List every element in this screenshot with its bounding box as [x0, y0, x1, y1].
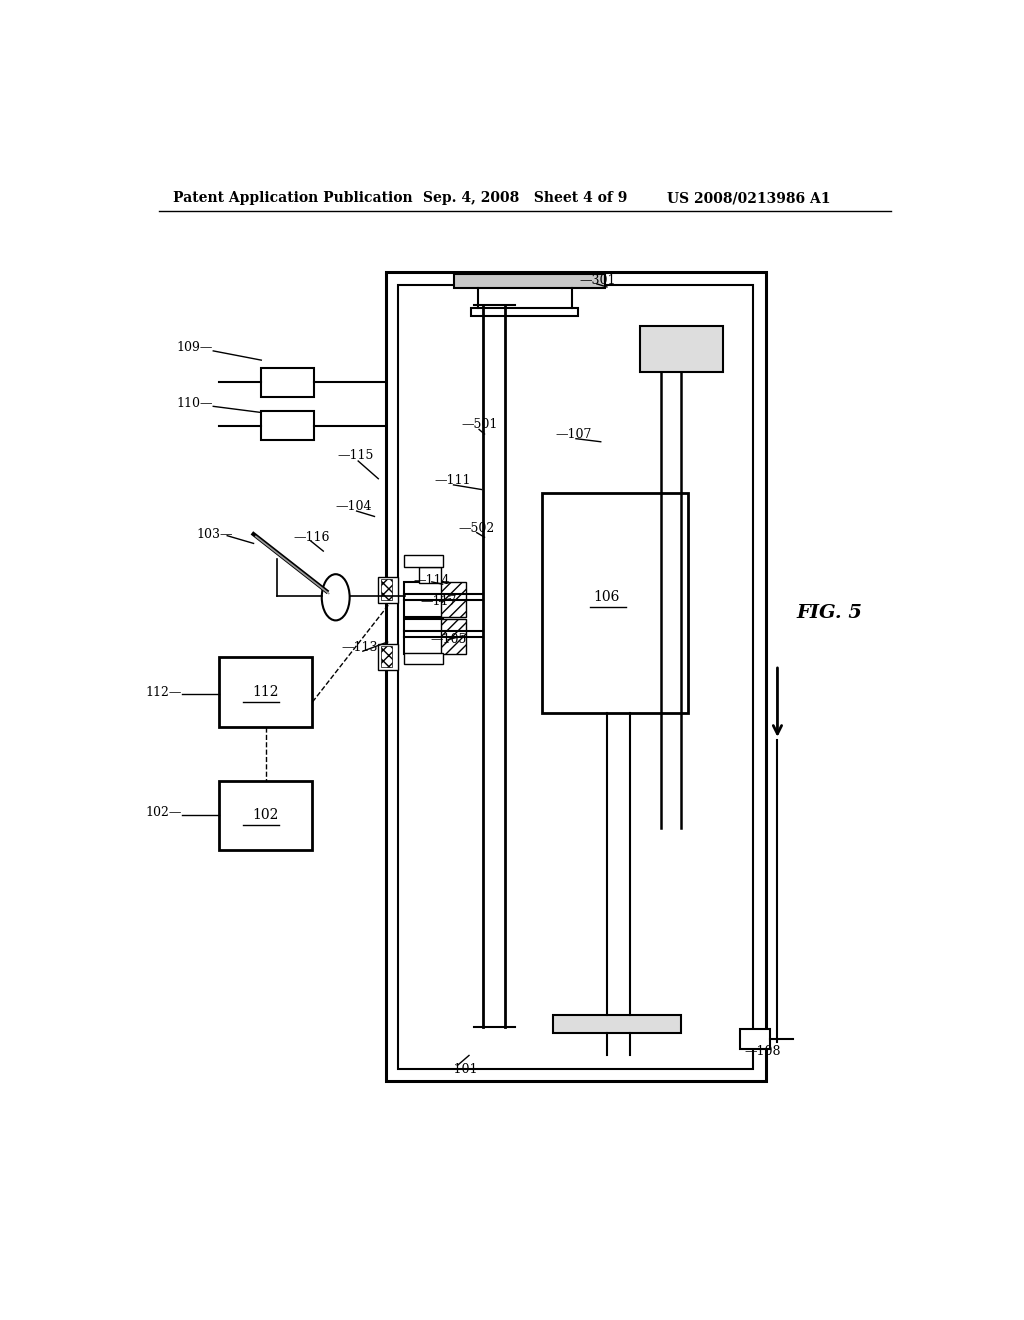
Bar [441, 619, 466, 655]
Bar [386, 272, 766, 1081]
Text: —101: —101 [441, 1063, 477, 1076]
Bar [640, 326, 723, 372]
Text: FIG. 5: FIG. 5 [796, 603, 862, 622]
Text: 103—: 103— [197, 528, 232, 541]
Text: US 2008/0213986 A1: US 2008/0213986 A1 [667, 191, 830, 206]
Text: 112—: 112— [145, 685, 182, 698]
Text: 110—: 110— [177, 397, 213, 409]
Bar [378, 577, 398, 603]
Text: —107: —107 [556, 428, 592, 441]
Text: —116: —116 [293, 531, 330, 544]
Text: Sep. 4, 2008   Sheet 4 of 9: Sep. 4, 2008 Sheet 4 of 9 [423, 191, 627, 206]
Bar [441, 582, 466, 618]
Bar [381, 645, 392, 668]
Bar [261, 411, 314, 441]
Text: 102—: 102— [145, 807, 182, 820]
Bar [381, 578, 392, 601]
Text: —105: —105 [430, 634, 467, 647]
Ellipse shape [322, 574, 349, 620]
Bar [219, 657, 312, 726]
Bar [403, 582, 442, 618]
Text: Patent Application Publication: Patent Application Publication [173, 191, 413, 206]
Bar [740, 1028, 770, 1048]
Text: —114: —114 [414, 574, 450, 587]
Text: 102: 102 [253, 808, 280, 822]
Text: —115: —115 [337, 449, 374, 462]
Text: —301: —301 [579, 273, 615, 286]
Bar [471, 308, 579, 317]
Bar [403, 554, 442, 568]
Text: —108: —108 [744, 1045, 780, 1059]
Bar [420, 568, 441, 582]
Text: 109—: 109— [177, 341, 213, 354]
Text: —104: —104 [336, 500, 372, 513]
Text: —111: —111 [435, 474, 471, 487]
Bar [398, 285, 754, 1069]
Text: —502: —502 [458, 521, 495, 535]
Bar [542, 494, 687, 713]
Text: —113: —113 [342, 640, 379, 653]
Bar [378, 644, 398, 669]
Text: —117: —117 [421, 594, 458, 607]
Bar [403, 619, 442, 655]
Bar [261, 368, 314, 397]
Bar [454, 275, 604, 288]
Text: 106: 106 [594, 590, 621, 605]
Text: 112: 112 [253, 685, 280, 700]
Bar [403, 653, 442, 664]
Text: —501: —501 [461, 418, 498, 432]
Bar [219, 780, 312, 850]
Bar [553, 1015, 681, 1034]
